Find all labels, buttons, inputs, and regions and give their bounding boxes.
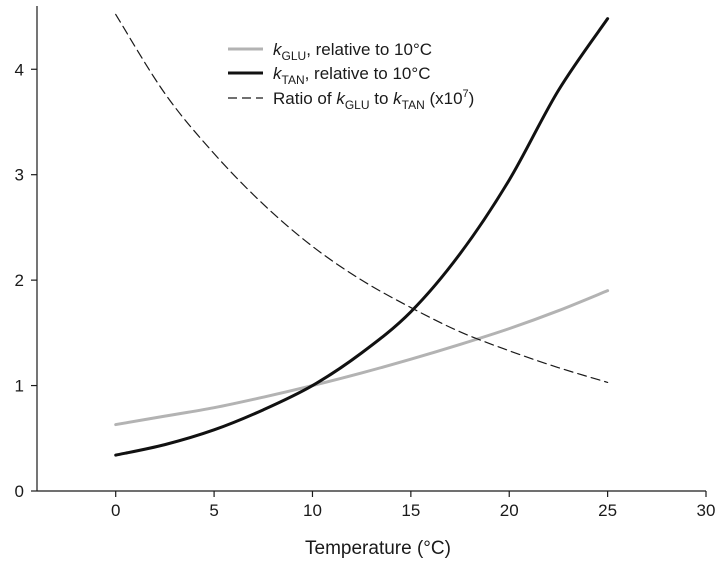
x-tick-label: 5: [209, 501, 218, 520]
x-tick-label: 10: [303, 501, 322, 520]
y-tick-label: 2: [15, 271, 24, 290]
y-tick-label: 1: [15, 377, 24, 396]
x-tick-label: 15: [401, 501, 420, 520]
legend-ratio-sup: 7: [463, 88, 469, 100]
y-tick-label: 0: [15, 482, 24, 501]
series-line-ratio: [115, 13, 609, 383]
legend-kglu-k: k: [273, 40, 283, 59]
legend-ratio-k1: k: [336, 89, 346, 108]
legend-label-ratio: Ratio of kGLU to kTAN (x107): [273, 88, 474, 112]
x-tick-label: 30: [697, 501, 715, 520]
chart-axes: [36, 6, 706, 492]
legend-ktan-k: k: [273, 64, 283, 83]
chart-legend: kGLU, relative to 10°C kTAN, relative to…: [228, 40, 474, 112]
x-axis-title: Temperature (°C): [305, 538, 451, 559]
legend-ktan-sub: TAN: [282, 73, 305, 87]
x-tick-label: 20: [500, 501, 519, 520]
chart-ticks: 0 5 10 15 20 25 30 0 1 2 3 4: [15, 60, 715, 520]
legend-ratio-sub2: TAN: [402, 98, 425, 112]
legend-ratio-prefix: Ratio of: [273, 89, 336, 108]
legend-kglu-sub: GLU: [282, 49, 307, 63]
legend-ratio-mid: to: [370, 89, 394, 108]
series-line-ktan: [114, 17, 610, 457]
legend-label-ktan: kTAN, relative to 10°C: [273, 64, 430, 87]
legend-ratio-sub1: GLU: [345, 98, 370, 112]
series-line-kglu: [114, 289, 610, 427]
x-tick-label: 0: [111, 501, 120, 520]
legend-ratio-k2: k: [393, 89, 403, 108]
y-tick-label: 4: [15, 60, 24, 79]
legend-label-kglu: kGLU, relative to 10°C: [273, 40, 432, 63]
chart-series: [114, 13, 610, 457]
legend-ktan-rest: , relative to 10°C: [305, 64, 431, 83]
y-tick-label: 3: [15, 166, 24, 185]
legend-ratio-suffix: (x10: [425, 89, 463, 108]
legend-ratio-end: ): [469, 89, 475, 108]
x-tick-label: 25: [598, 501, 617, 520]
legend-kglu-rest: , relative to 10°C: [306, 40, 432, 59]
